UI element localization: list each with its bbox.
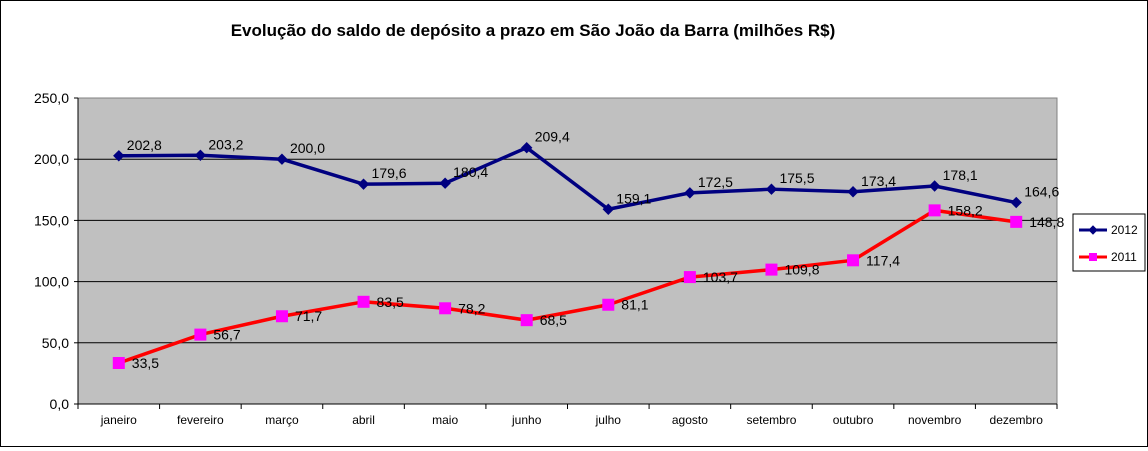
x-tick-label: junho xyxy=(511,413,542,427)
legend-label: 2012 xyxy=(1111,223,1138,237)
data-point xyxy=(276,153,288,165)
x-tick-label: julho xyxy=(595,413,622,427)
data-point xyxy=(847,186,859,198)
series-2012: 202,8 203,2 200,0 179,6 180,4 209,4 159,1 172,5… xyxy=(113,129,1059,215)
data-point xyxy=(357,178,370,190)
data-point xyxy=(928,204,941,217)
chart-title: Evolução do saldo de depósito a prazo em… xyxy=(231,21,836,40)
data-label: 173,4 xyxy=(861,173,896,189)
data-point xyxy=(357,295,370,308)
y-tick-label: 200,0 xyxy=(34,151,69,167)
plot-background xyxy=(77,97,1058,405)
data-label: 158,2 xyxy=(948,202,983,218)
data-point xyxy=(928,180,941,192)
data-point xyxy=(112,356,125,369)
y-tick-label: 50,0 xyxy=(42,335,69,351)
series-line xyxy=(118,145,1017,212)
data-point xyxy=(602,298,615,311)
data-point xyxy=(520,314,533,327)
data-label: 83,5 xyxy=(377,294,404,310)
x-tick-label: setembro xyxy=(746,413,796,427)
data-point xyxy=(194,328,207,341)
data-label: 71,7 xyxy=(295,308,322,324)
x-tick-label: fevereiro xyxy=(177,413,224,427)
data-point xyxy=(602,203,614,215)
data-label: 178,1 xyxy=(943,167,978,183)
data-point xyxy=(765,263,778,276)
plot-area: 0,0 50,0 100,0 150,0 200,0 250,0 janeiro fevere… xyxy=(34,90,1065,427)
data-point xyxy=(1089,253,1097,261)
data-point xyxy=(439,302,452,315)
data-label: 172,5 xyxy=(698,174,733,190)
x-tick-label: novembro xyxy=(908,413,962,427)
data-point xyxy=(1010,196,1022,209)
series-line xyxy=(118,208,1017,365)
data-point xyxy=(439,177,451,189)
data-label: 56,7 xyxy=(213,327,240,343)
data-label: 200,0 xyxy=(290,140,325,156)
data-label: 78,2 xyxy=(458,300,485,316)
data-label: 203,2 xyxy=(208,136,243,152)
series-2011: 33,5 56,7 71,7 83,5 78,2 68,5 81,1 103,7 109,8 11… xyxy=(112,202,1064,371)
data-point xyxy=(683,271,696,284)
x-tick-label: dezembro xyxy=(990,413,1044,427)
data-label: 159,1 xyxy=(616,190,651,206)
data-point xyxy=(684,187,696,199)
y-tick-label: 150,0 xyxy=(34,212,69,228)
data-point xyxy=(765,183,778,195)
data-label: 180,4 xyxy=(453,164,488,180)
data-label: 202,8 xyxy=(127,137,162,153)
data-label: 175,5 xyxy=(779,170,814,186)
data-label: 109,8 xyxy=(784,262,819,278)
legend-label: 2011 xyxy=(1111,250,1137,264)
x-tick-label: março xyxy=(265,413,299,427)
data-label: 117,4 xyxy=(866,252,900,268)
data-point xyxy=(847,254,860,267)
x-tick-label: maio xyxy=(432,413,458,427)
x-tick-label: abril xyxy=(352,413,375,427)
y-tick-label: 0,0 xyxy=(50,396,70,412)
legend-box xyxy=(1072,213,1146,272)
x-tick-label: janeiro xyxy=(100,413,137,427)
data-label: 68,5 xyxy=(540,312,567,328)
data-point xyxy=(194,149,207,161)
data-label: 148,8 xyxy=(1029,214,1064,230)
y-tick-label: 100,0 xyxy=(34,274,69,290)
data-label: 81,1 xyxy=(621,297,648,313)
data-label: 164,6 xyxy=(1024,184,1059,200)
data-point xyxy=(1088,225,1098,235)
x-tick-label: outubro xyxy=(833,413,874,427)
data-label: 103,7 xyxy=(703,269,738,285)
data-label: 209,4 xyxy=(535,129,570,145)
data-point xyxy=(113,150,125,162)
data-point xyxy=(275,310,288,323)
data-point xyxy=(521,141,533,154)
data-label: 33,5 xyxy=(132,355,159,371)
data-point xyxy=(1010,215,1023,228)
x-tick-label: agosto xyxy=(672,413,708,427)
data-label: 179,6 xyxy=(372,165,407,181)
y-tick-label: 250,0 xyxy=(34,90,69,106)
legend: 2012 2011 xyxy=(1072,213,1146,272)
